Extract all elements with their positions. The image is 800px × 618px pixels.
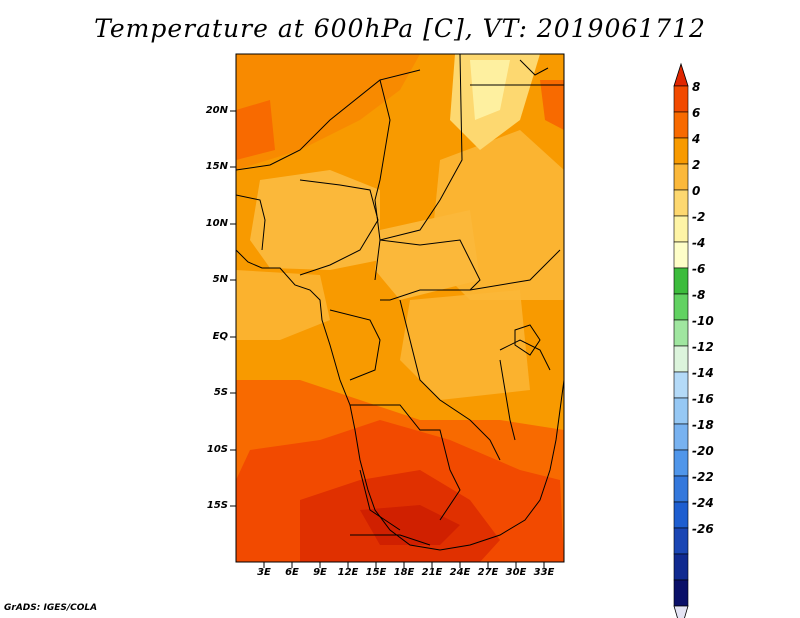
field-north-orange — [236, 54, 420, 170]
y-label-15n: 15N — [205, 161, 228, 172]
coastline-west — [236, 249, 564, 551]
colorbar-label: -24 — [692, 496, 714, 510]
colorbar-label: -12 — [692, 340, 714, 354]
border-3 — [379, 54, 463, 241]
colorbar-swatch — [673, 501, 689, 529]
colorbar-label: 8 — [692, 80, 701, 94]
colorbar-swatch — [673, 293, 689, 321]
colorbar-swatch — [673, 423, 689, 451]
colorbar-swatch — [673, 267, 689, 295]
colorbar-label: 6 — [692, 106, 701, 120]
x-label-15e: 15E — [365, 567, 387, 578]
lake-victoria — [514, 324, 541, 356]
grads-credit: GrADS: IGES/COLA — [4, 603, 98, 613]
country-borders — [236, 54, 564, 551]
x-label-12e: 12E — [337, 567, 359, 578]
field-northeast-paler — [470, 60, 510, 120]
colorbar — [673, 62, 689, 618]
map-frame — [235, 53, 565, 563]
y-label-20n: 20N — [205, 105, 228, 116]
colorbar-swatch — [673, 137, 689, 165]
field-congo-light — [400, 290, 530, 400]
x-label-6e: 6E — [285, 567, 299, 578]
colorbar-swatch — [673, 579, 689, 607]
colorbar-swatch — [673, 449, 689, 477]
y-label-5n: 5N — [212, 274, 228, 285]
y-label-15s: 15S — [206, 500, 228, 511]
field-west-light — [236, 270, 330, 340]
colorbar-swatch — [673, 527, 689, 555]
border-12 — [499, 339, 551, 371]
colorbar-swatch — [673, 345, 689, 373]
colorbar-swatch — [673, 215, 689, 243]
colorbar-swatch — [673, 111, 689, 139]
x-label-27e: 27E — [477, 567, 499, 578]
colorbar-label: -6 — [692, 262, 706, 276]
border-5 — [299, 179, 379, 276]
field-central-light — [375, 210, 480, 300]
x-label-30e: 30E — [505, 567, 527, 578]
border-8 — [329, 309, 381, 381]
colorbar-swatch — [673, 163, 689, 191]
lake-tanganyika — [499, 359, 516, 441]
colorbar-label: -26 — [692, 522, 714, 536]
y-label-5s: 5S — [213, 387, 228, 398]
colorbar-top-arrow — [673, 62, 689, 87]
colorbar-swatch — [673, 319, 689, 347]
colorbar-swatch — [673, 397, 689, 425]
colorbar-label: -10 — [692, 314, 714, 328]
x-label-3e: 3E — [257, 567, 271, 578]
colorbar-label: 0 — [692, 184, 701, 198]
colorbar-label: -4 — [692, 236, 706, 250]
y-label-10n: 10N — [205, 218, 228, 229]
coastline-east — [519, 59, 549, 76]
border-2 — [374, 79, 391, 281]
x-label-24e: 24E — [449, 567, 471, 578]
colorbar-swatch — [673, 85, 689, 113]
colorbar-swatch — [673, 475, 689, 503]
border-6 — [379, 239, 481, 301]
border-10 — [350, 404, 461, 521]
field-ne-red — [540, 80, 564, 130]
border-7 — [469, 249, 561, 291]
colorbar-label: 4 — [692, 132, 701, 146]
y-label-eq: EQ — [212, 331, 228, 342]
border-9 — [399, 299, 501, 461]
colorbar-bottom-arrow — [673, 605, 689, 618]
map-title: Temperature at 600hPa [C], VT: 201906171… — [94, 14, 706, 43]
border-14 — [350, 534, 431, 546]
colorbar-label: -20 — [692, 444, 714, 458]
colorbar-label: -22 — [692, 470, 714, 484]
border-1 — [236, 69, 421, 171]
colorbar-label: -2 — [692, 210, 706, 224]
x-label-33e: 33E — [533, 567, 555, 578]
border-11 — [359, 469, 401, 531]
x-ticks — [263, 562, 545, 568]
x-label-9e: 9E — [313, 567, 327, 578]
colorbar-label: -18 — [692, 418, 714, 432]
x-label-21e: 21E — [421, 567, 443, 578]
x-label-18e: 18E — [393, 567, 415, 578]
field-nw-red — [236, 100, 275, 160]
colorbar-label: -8 — [692, 288, 706, 302]
y-label-10s: 10S — [206, 444, 228, 455]
colorbar-label: 2 — [692, 158, 701, 172]
colorbar-swatch — [673, 371, 689, 399]
border-13 — [236, 194, 266, 251]
colorbar-swatch — [673, 241, 689, 269]
colorbar-swatch — [673, 553, 689, 581]
colorbar-swatch — [673, 189, 689, 217]
colorbar-label: -14 — [692, 366, 714, 380]
field-sahel-light — [250, 170, 380, 270]
temperature-field — [236, 54, 564, 562]
colorbar-label: -16 — [692, 392, 714, 406]
y-ticks — [230, 110, 236, 507]
